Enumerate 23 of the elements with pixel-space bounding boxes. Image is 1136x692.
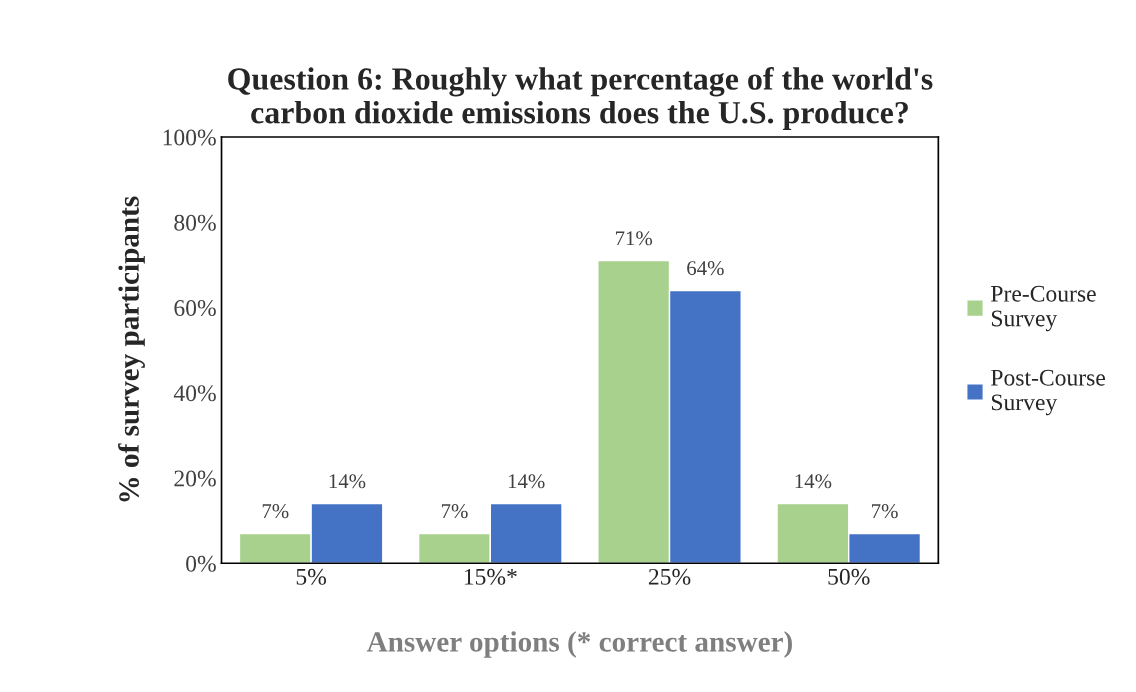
data-label: 64% (687, 261, 724, 276)
y-tick-label: 20% (174, 470, 216, 487)
x-tick-label: 50% (828, 568, 870, 585)
y-tick-label: 60% (174, 300, 216, 317)
data-label: 7% (441, 504, 468, 519)
data-label: 14% (795, 474, 832, 489)
legend-label: Post-Course Survey (991, 369, 1105, 416)
x-tick-label: 5% (296, 568, 327, 585)
chart-title: Question 6: Roughly what percentage of the world's carbon dioxide emissions does the U.S. produce? (228, 66, 933, 130)
x-axis-title: Answer options (* correct answer) (366, 631, 792, 658)
data-label: 14% (329, 474, 366, 489)
y-tick-label: 40% (173, 385, 216, 402)
x-tick-label: 15%* (464, 568, 517, 585)
legend-label: Pre-Course Survey (991, 285, 1096, 332)
data-label: 14% (508, 474, 545, 489)
y-tick-label: 0% (186, 555, 216, 572)
data-label: 7% (262, 504, 289, 519)
x-tick-label: 25% (648, 568, 691, 585)
y-axis-title: % of survey participants (118, 196, 145, 502)
y-tick-label: 100% (163, 129, 216, 146)
data-label: 7% (872, 504, 898, 519)
data-label: 71% (615, 231, 653, 246)
y-tick-label: 80% (174, 214, 216, 231)
